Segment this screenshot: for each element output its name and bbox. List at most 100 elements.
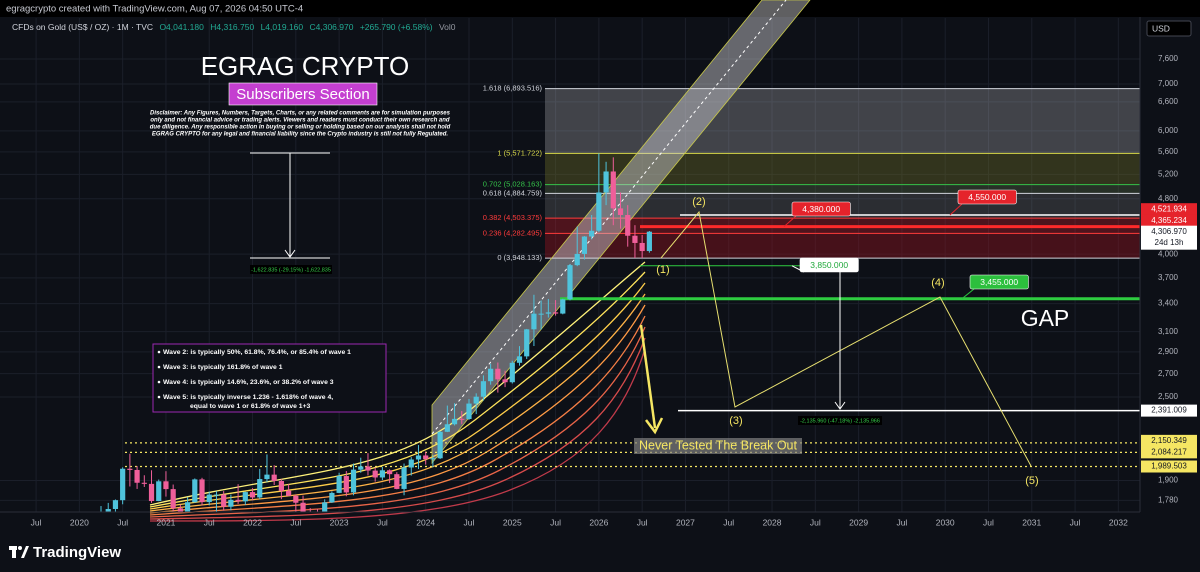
callout-box	[799, 257, 859, 273]
callout-pointer	[949, 203, 963, 216]
x-tick-label: Jul	[290, 517, 301, 527]
candle-body	[213, 494, 220, 496]
candle-body	[134, 469, 140, 483]
breakout-box	[634, 438, 802, 454]
fib-zone	[545, 153, 1140, 185]
ohlc: O4,041.180	[159, 22, 204, 32]
wave-label: (4)	[931, 277, 944, 289]
y-tick-label: 2,900	[1158, 347, 1179, 356]
candle-body	[451, 418, 458, 425]
price-label: 4,365.234	[1151, 216, 1187, 225]
candle-body	[358, 466, 364, 470]
candle-body	[242, 492, 248, 502]
y-tick-label: 1,780	[1158, 495, 1179, 504]
candle-body	[574, 253, 580, 266]
ribbon-line	[149, 271, 646, 508]
candle-body	[235, 499, 241, 502]
y-tick-label: 7,000	[1158, 79, 1179, 88]
candle-body	[632, 235, 638, 243]
x-tick-label: Jul	[896, 517, 907, 527]
x-tick-label: Jul	[117, 517, 128, 527]
disclaimer-line: EGRAG CRYPTO for any legal and financial…	[152, 132, 448, 138]
ribbon-line	[149, 315, 646, 516]
candle-body	[105, 508, 111, 512]
x-tick-label: Jul	[550, 517, 561, 527]
candle-body	[567, 265, 573, 300]
x-tick-label: Jul	[983, 517, 994, 527]
fib-zone	[545, 88, 1140, 154]
candle-body	[293, 495, 299, 503]
countdown: 24d 13h	[1155, 238, 1184, 247]
x-tick-label: Jul	[464, 517, 475, 527]
price-label: 4,521.934	[1151, 204, 1187, 213]
chart-title: EGRAG CRYPTO	[201, 51, 410, 81]
price-label-box	[1141, 460, 1197, 473]
candle-body	[415, 455, 422, 460]
ribbon-line	[149, 304, 646, 514]
bullet	[157, 395, 161, 399]
x-tick-label: 2031	[1022, 517, 1041, 527]
bullet	[157, 380, 161, 384]
candle-body	[610, 171, 616, 209]
note-line: Wave 4: is typically 14.6%, 23.6%, or 38…	[163, 379, 334, 386]
price-label: 2,391.009	[1151, 406, 1187, 415]
candle-body	[350, 469, 357, 493]
price-label-box	[1141, 434, 1197, 447]
x-tick-label: 2027	[676, 517, 695, 527]
candle-body	[646, 231, 652, 252]
chart-subtitle: Subscribers Section	[236, 86, 369, 103]
disclaimer-line: due diligence. Any responsible action in…	[150, 125, 451, 131]
y-tick-label: 2,700	[1158, 369, 1179, 378]
notes-box	[152, 343, 387, 413]
fib-label: 1 (5,571.722)	[497, 148, 542, 157]
note-line: Wave 2: is typically 50%, 61.8%, 76.4%, …	[163, 349, 351, 356]
x-tick-label: 2025	[503, 517, 522, 527]
y-tick-label: 4,000	[1158, 249, 1179, 258]
y-tick-label: 3,100	[1158, 327, 1179, 336]
candle-body	[401, 467, 407, 489]
candle-body	[502, 379, 508, 383]
note-line: Wave 3: is typically 161.8% of wave 1	[163, 364, 283, 371]
axes: 1,780 1,900 2,500 2,700 2,900 3,100 3,400 3,700…	[31, 54, 1197, 527]
candle-body	[372, 470, 378, 478]
fib-label: 0.702 (5,028.163)	[483, 180, 543, 189]
measure-box	[250, 265, 332, 274]
y-tick-label: 2,500	[1158, 392, 1179, 401]
callout-label: 4,550.000	[968, 192, 1006, 202]
x-tick-label: 2023	[330, 517, 349, 527]
price-label-box	[1141, 446, 1197, 459]
candle-body	[184, 502, 191, 512]
brand-icon	[12, 546, 16, 558]
y-tick-label: 7,600	[1158, 54, 1179, 63]
callout-label: 3,455.000	[980, 277, 1018, 287]
fib-label: 1.618 (6,893.516)	[483, 84, 543, 93]
candle-body	[336, 476, 342, 493]
ribbon-line	[149, 261, 646, 506]
x-tick-label: Jul	[723, 517, 734, 527]
candle-body	[206, 494, 212, 503]
measure-label: -2,135.960 (-47.18%) -2,135,966	[800, 418, 880, 424]
callout-box	[791, 201, 851, 217]
gap-label: GAP	[1021, 305, 1070, 331]
candle-body	[127, 468, 133, 470]
candle-body	[199, 479, 205, 503]
x-tick-label: 2021	[156, 517, 175, 527]
annotations: EGRAG CRYPTO Subscribers Section Disclai…	[150, 51, 1070, 487]
fib-label: 0.382 (4,503.375)	[483, 213, 543, 222]
brand-icon	[21, 546, 29, 558]
bullet	[157, 350, 161, 354]
candle-body	[177, 508, 183, 512]
x-tick-label: Jul	[31, 517, 42, 527]
price-label: 1,989.503	[1151, 462, 1187, 471]
candle-body	[322, 502, 328, 512]
candle-body	[278, 480, 284, 491]
price-label-box	[1141, 225, 1197, 250]
candle-body	[300, 502, 306, 512]
measure-arrowhead	[834, 401, 846, 410]
y-tick-label: 4,800	[1158, 194, 1179, 203]
note-line: equal to wave 1 or 61.8% of wave 1+3	[190, 403, 311, 410]
symbol: CFDs on Gold (US$ / OZ) · 1M · TVC	[12, 22, 153, 32]
wave-label: (3)	[729, 415, 742, 427]
ribbon-line	[149, 282, 646, 510]
currency-box	[1146, 20, 1192, 37]
